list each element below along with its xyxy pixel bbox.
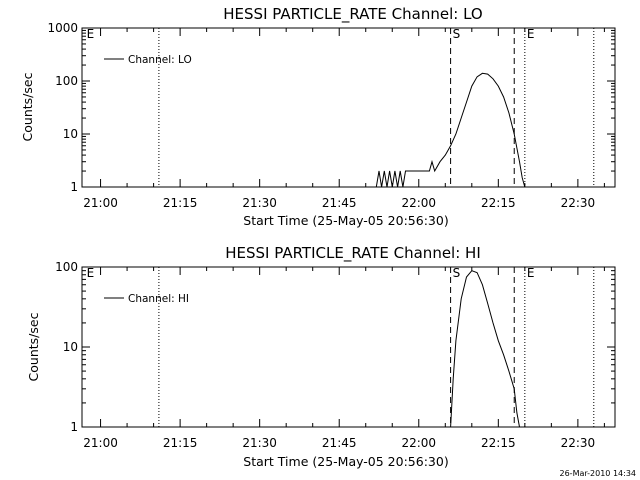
marker-label: E bbox=[87, 27, 95, 41]
y-tick-label: 1 bbox=[70, 180, 78, 194]
marker-label: S bbox=[453, 27, 461, 41]
x-tick-label: 21:00 bbox=[83, 436, 118, 450]
x-tick-label: 21:45 bbox=[322, 196, 357, 210]
timestamp: 26-Mar-2010 14:34 bbox=[560, 469, 637, 478]
x-tick-label: 21:15 bbox=[163, 196, 198, 210]
x-tick-label: 21:45 bbox=[322, 436, 357, 450]
y-axis-label: Counts/sec bbox=[20, 72, 35, 141]
marker-label: E bbox=[527, 266, 535, 280]
x-axis-ticks: 21:00 21:15 21:30 21:45 22:00 22:15 22:30 bbox=[83, 267, 605, 450]
marker-label: E bbox=[527, 27, 535, 41]
x-axis-label: Start Time (25-May-05 20:56:30) bbox=[243, 213, 448, 228]
y-axis-ticks: 1 10 100 bbox=[55, 260, 615, 434]
legend-label: Channel: HI bbox=[128, 293, 189, 305]
x-tick-label: 21:15 bbox=[163, 436, 198, 450]
x-tick-label: 21:30 bbox=[242, 196, 277, 210]
x-axis-ticks: 21:00 21:15 21:30 21:45 22:00 22:15 22:30 bbox=[83, 28, 605, 210]
y-tick-label: 10 bbox=[63, 127, 78, 141]
plot-frame bbox=[81, 266, 616, 428]
x-tick-label: 22:30 bbox=[561, 196, 596, 210]
plot-frame bbox=[81, 27, 616, 188]
legend-label: Channel: LO bbox=[128, 54, 192, 66]
x-tick-label: 22:15 bbox=[481, 196, 516, 210]
y-tick-label: 1 bbox=[70, 420, 78, 434]
y-axis-label: Counts/sec bbox=[26, 312, 41, 381]
y-tick-label: 100 bbox=[55, 74, 78, 88]
legend: Channel: HI bbox=[104, 293, 189, 305]
y-tick-label: 10 bbox=[63, 340, 78, 354]
marker-label: S bbox=[453, 266, 461, 280]
chart-title: HESSI PARTICLE_RATE Channel: HI bbox=[225, 244, 481, 263]
x-tick-label: 21:30 bbox=[242, 436, 277, 450]
series-group bbox=[450, 270, 520, 428]
chart-title: HESSI PARTICLE_RATE Channel: LO bbox=[223, 5, 482, 24]
x-tick-label: 22:00 bbox=[401, 196, 436, 210]
x-axis-label: Start Time (25-May-05 20:56:30) bbox=[243, 454, 448, 469]
marker-label: E bbox=[87, 266, 95, 280]
y-axis-ticks: 1 10 100 1000 bbox=[47, 21, 615, 194]
x-tick-label: 22:30 bbox=[561, 436, 596, 450]
series-group bbox=[375, 72, 526, 188]
series-line bbox=[450, 270, 520, 428]
x-tick-label: 21:00 bbox=[83, 196, 118, 210]
y-tick-label: 100 bbox=[55, 260, 78, 274]
legend: Channel: LO bbox=[104, 54, 192, 66]
y-tick-label: 1000 bbox=[47, 21, 78, 35]
series-line bbox=[375, 72, 526, 188]
x-tick-label: 22:15 bbox=[481, 436, 516, 450]
x-tick-label: 22:00 bbox=[401, 436, 436, 450]
